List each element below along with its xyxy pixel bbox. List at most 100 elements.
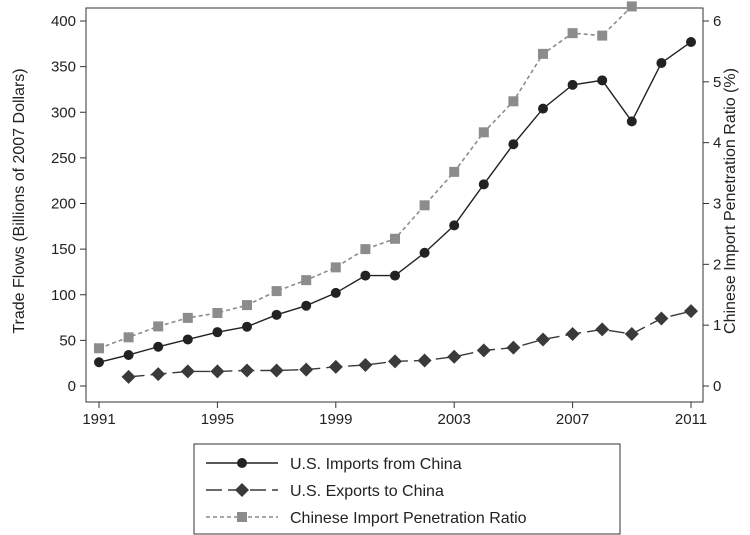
data-point (212, 308, 223, 318)
data-point (94, 357, 104, 368)
y-tick-label: 100 (51, 287, 76, 304)
data-point (595, 322, 610, 337)
data-point (686, 36, 696, 47)
data-point (624, 326, 639, 341)
data-point (449, 166, 460, 177)
data-point (271, 309, 282, 320)
data-point (597, 30, 608, 41)
data-point (684, 304, 698, 319)
x-tick-label: 1991 (82, 411, 115, 428)
x-tick-label: 2011 (675, 411, 707, 428)
y-tick-label: 350 (51, 59, 76, 76)
data-point (654, 311, 669, 326)
data-point (478, 127, 489, 138)
y2-axis-title: Chinese Import Penetration Ratio (%) (722, 68, 739, 334)
y-tick-label: 300 (51, 104, 76, 121)
data-point (210, 364, 225, 379)
y-tick-label: 200 (51, 196, 76, 213)
series-layer (94, 1, 698, 384)
plot-frame (85, 7, 704, 403)
data-point (301, 275, 312, 286)
data-point (508, 96, 519, 107)
legend: U.S. Imports from China U.S. Exports to C… (193, 443, 621, 535)
data-point (419, 247, 430, 258)
data-point (358, 358, 373, 373)
data-point (508, 139, 519, 150)
data-point (153, 321, 164, 332)
legend-entry: U.S. Exports to China (206, 483, 444, 500)
axes: 0 50 100 150 200 250 300 350 400 0 1 2 3 4 5 6 1991 1995 1… (51, 7, 721, 428)
legend-box (193, 443, 621, 535)
series-line (128, 310, 692, 378)
data-point (538, 103, 548, 114)
data-point (360, 244, 371, 255)
legend-label: Chinese Import Penetration Ratio (290, 510, 527, 527)
data-point (567, 79, 578, 90)
y2-tick-label: 2 (713, 256, 721, 273)
y-tick-label: 0 (68, 378, 76, 395)
data-point (240, 363, 254, 378)
x-tick-label: 2007 (556, 411, 589, 428)
legend-label: U.S. Imports from China (290, 456, 462, 473)
data-point (476, 343, 491, 358)
data-point (153, 341, 164, 352)
y-tick-label: 150 (51, 241, 76, 258)
data-point (449, 220, 460, 231)
legend-entry: U.S. Imports from China (206, 456, 462, 473)
data-point (538, 48, 548, 59)
series-chinese-import-penetration-ratio (94, 1, 637, 354)
y-axis-title: Trade Flows (Billions of 2007 Dollars) (11, 68, 28, 333)
y2-tick-label: 5 (713, 74, 721, 91)
y-tick-label: 50 (59, 332, 76, 349)
data-point (565, 326, 580, 341)
series-u-s-exports-to-china (121, 304, 698, 384)
series-line (98, 5, 633, 350)
x-tick-label: 2003 (438, 411, 471, 428)
legend-marker (237, 512, 247, 522)
data-point (417, 353, 432, 368)
data-point (390, 270, 400, 281)
data-point (390, 233, 400, 244)
data-point (626, 1, 637, 12)
data-point (656, 57, 667, 68)
y-tick-label: 250 (51, 150, 76, 167)
data-point (597, 75, 608, 86)
data-point (299, 362, 314, 377)
data-point (123, 349, 134, 360)
legend-label: U.S. Exports to China (290, 483, 444, 500)
data-point (626, 116, 637, 127)
data-point (506, 340, 521, 355)
y2-tick-label: 3 (713, 196, 721, 213)
data-point (447, 349, 462, 364)
data-point (123, 332, 134, 343)
data-point (330, 262, 341, 273)
data-point (151, 367, 166, 382)
data-point (269, 363, 284, 378)
data-point (567, 28, 578, 39)
data-point (419, 200, 430, 211)
data-point (121, 369, 136, 384)
legend-marker (237, 458, 247, 468)
y2-tick-label: 6 (713, 13, 721, 30)
data-point (242, 300, 252, 311)
data-point (242, 321, 252, 332)
x-tick-label: 1995 (201, 411, 234, 428)
data-point (330, 287, 341, 298)
y2-tick-label: 4 (713, 135, 721, 152)
data-point (182, 334, 193, 345)
y2-tick-label: 1 (713, 317, 721, 334)
data-point (180, 364, 195, 379)
data-point (271, 286, 282, 297)
data-point (478, 179, 489, 190)
data-point (536, 332, 550, 347)
data-point (94, 343, 104, 354)
data-point (212, 327, 223, 338)
data-point (328, 359, 343, 374)
y-tick-label: 400 (51, 13, 76, 30)
data-point (360, 270, 371, 281)
legend-marker (235, 483, 249, 497)
x-tick-label: 1999 (319, 411, 352, 428)
data-point (182, 312, 193, 323)
data-point (301, 300, 312, 311)
